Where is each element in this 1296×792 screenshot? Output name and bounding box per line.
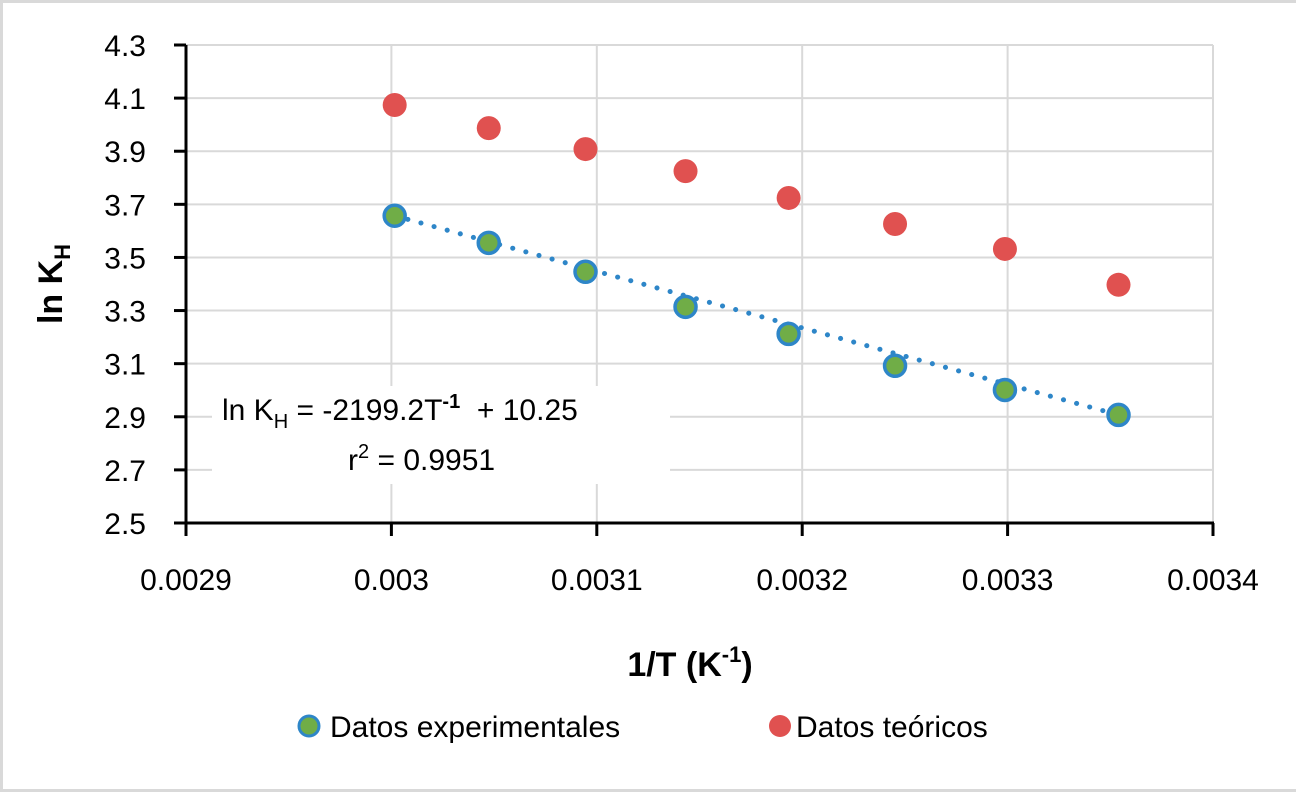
legend-item-theoretical[interactable]: Datos teóricos [769,711,988,744]
point-experimental [1106,402,1131,428]
y-tick-label: 3.1 [104,349,146,382]
x-tick-label: 0.0032 [756,564,848,597]
legend-label-theoretical: Datos teóricos [796,711,988,744]
y-tick-label: 4.1 [104,83,146,116]
x-tick-label: 0.0029 [140,564,232,597]
y-tick-label: 2.7 [104,455,146,488]
equation-line-1: ln KH = -2199.2T-1 + 10.25 [222,391,578,433]
point-theoretical [883,211,908,236]
axes: 2.5 2.7 2.9 3.1 3.3 3.5 3.7 3.9 4.1 4.3 0.0029 0.00… [104,30,1259,597]
y-tick-label: 3.9 [104,136,146,169]
y-tick-label: 2.9 [104,402,146,435]
point-experimental [882,353,908,379]
point-theoretical [1106,272,1131,297]
y-tick-label: 3.5 [104,242,146,275]
y-tick-label: 4.3 [104,30,146,63]
point-theoretical [673,159,698,184]
equation-annotation: ln KH = -2199.2T-1 + 10.25 r2 = 0.9951 [212,386,670,484]
point-experimental [992,377,1018,403]
x-tick-label: 0.0034 [1167,564,1259,597]
legend-marker-theoretical [769,715,791,737]
equation-background [212,386,670,484]
data-points [382,93,1131,428]
y-tick-label: 2.5 [104,508,146,541]
legend-label-experimental: Datos experimentales [330,711,620,744]
y-tick-label: 3.3 [104,296,146,329]
x-tick-label: 0.0033 [962,564,1054,597]
point-experimental [776,321,801,347]
x-axis-title: 1/T (K-1) [627,642,752,684]
x-tick-label: 0.003 [354,564,429,597]
y-axis-title: ln KH [32,244,75,324]
point-experimental [382,203,407,229]
point-experimental [673,294,698,320]
x-tick-label: 0.0031 [551,564,643,597]
point-theoretical [573,137,598,162]
point-theoretical [476,116,501,141]
equation-line-2: r2 = 0.9951 [348,441,495,477]
y-tick-label: 3.7 [104,189,146,222]
point-experimental [573,259,598,285]
legend: Datos experimentales Datos teóricos [297,711,988,744]
point-theoretical [992,236,1017,261]
point-experimental [476,230,502,256]
point-theoretical [776,185,801,210]
point-theoretical [382,93,407,118]
legend-marker-experimental [297,714,321,738]
legend-item-experimental[interactable]: Datos experimentales [297,711,620,744]
